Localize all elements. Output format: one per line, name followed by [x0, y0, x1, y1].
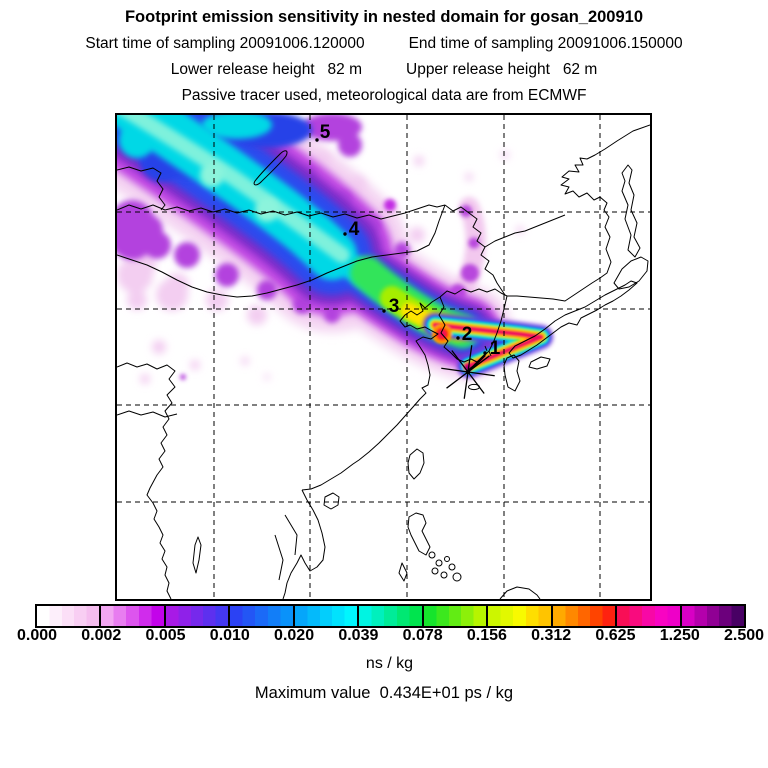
colorbar-tick-label: 0.005 [145, 627, 186, 644]
colorbar-segment [421, 606, 487, 626]
latlon-grid [117, 115, 650, 599]
page-title: Footprint emission sensitivity in nested… [124, 8, 644, 26]
trajectory-dot [382, 309, 386, 313]
colorbar-segment [615, 606, 680, 626]
upper-release-label: Upper release height 62 m [406, 61, 598, 78]
colorbar-tick-label: 0.000 [16, 627, 58, 644]
lower-release-label: Lower release height 82 m [170, 61, 362, 78]
trajectory-points: 12 3 4 5 [315, 122, 501, 359]
sampling-times-line: Start time of sampling 20091006.120000 E… [0, 35, 768, 53]
colorbar-tick-label: 2.500 [723, 627, 765, 644]
trajectory-hour-label: 5 [320, 122, 331, 143]
colorbar-segment [99, 606, 164, 626]
colorbar-segment [679, 606, 744, 626]
trajectory-dot [483, 351, 487, 355]
trajectory-hour-label: 4 [349, 219, 360, 240]
colorbar-ticks: 0.000 0.002 0.005 0.010 0.020 0.039 0.078 0.156… [0, 627, 768, 645]
end-time-label: End time of sampling 20091006.150000 [408, 35, 683, 52]
trajectory-hour-label: 2 [462, 324, 473, 345]
coastlines [116, 124, 651, 600]
colorbar-tick-label: 0.312 [531, 627, 572, 644]
colorbar-tick-label: 0.625 [595, 627, 636, 644]
colorbar-units-label: ns / kg [365, 655, 414, 672]
colorbar-segment [37, 606, 100, 626]
tracer-line: Passive tracer used, meteorological data… [181, 87, 587, 104]
start-time-label: Start time of sampling 20091006.120000 [85, 35, 365, 52]
colorbar-segment [292, 606, 358, 626]
colorbar-tick-label: 0.002 [81, 627, 122, 644]
colorbar-segment [163, 606, 229, 626]
trajectory-hour-label: 1 [490, 338, 501, 359]
colorbar-segment [228, 606, 293, 626]
colorbar-segment [486, 606, 551, 626]
trajectory-dot [315, 138, 319, 142]
release-heights-line: Lower release height 82 m Upper release … [0, 61, 768, 79]
map-svg: 12 3 4 5 [14, 2, 651, 600]
trajectory-dot [343, 232, 347, 236]
trajectory-hour-label: 3 [389, 296, 400, 317]
max-value-label: Maximum value 0.434E+01 ps / kg [254, 684, 514, 702]
colorbar-tick-label: 0.020 [274, 627, 315, 644]
trajectory-segment [467, 354, 486, 372]
colorbar-tick-label: 0.039 [338, 627, 379, 644]
colorbar-tick-label: 1.250 [659, 627, 700, 644]
colorbar-segment [550, 606, 616, 626]
colorbar-tick-label: 0.010 [209, 627, 250, 644]
release-site-star [441, 345, 495, 399]
plume-field [14, 2, 553, 384]
trajectory-dot [456, 336, 460, 340]
colorbar-segment [357, 606, 422, 626]
colorbar-tick-label: 0.156 [466, 627, 507, 644]
colorbar-tick-label: 0.078 [402, 627, 443, 644]
colorbar [35, 604, 746, 628]
